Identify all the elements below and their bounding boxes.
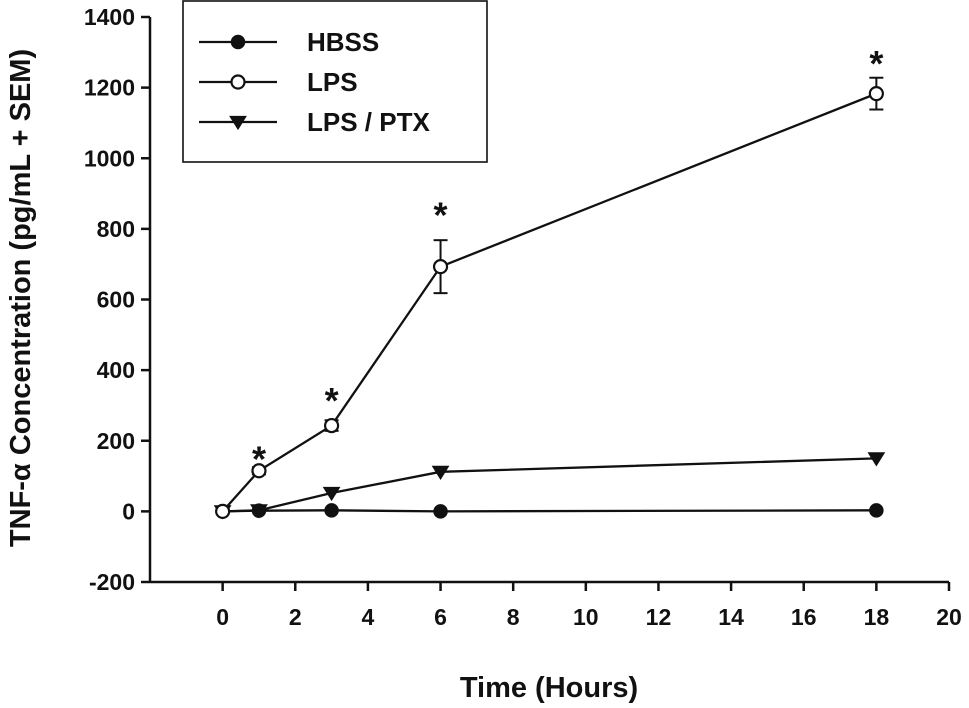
significance-marker: * — [252, 438, 266, 479]
legend-label: LPS — [307, 67, 358, 97]
y-tick-label: 200 — [97, 428, 135, 454]
series-line — [222, 509, 877, 513]
significance-marker: * — [434, 195, 448, 236]
legend-label: HBSS — [307, 27, 379, 57]
series-line — [222, 457, 877, 513]
legend-label: LPS / PTX — [307, 107, 430, 137]
x-tick-label: 20 — [936, 604, 962, 630]
data-point — [215, 503, 231, 519]
data-point — [431, 465, 450, 480]
data-point — [322, 486, 341, 502]
data-point — [868, 86, 884, 102]
x-tick-label: 12 — [646, 604, 672, 630]
data-point — [867, 452, 886, 467]
y-tick-label: 800 — [97, 216, 135, 242]
y-tick-label: 400 — [97, 357, 135, 383]
series-hbss — [215, 503, 884, 519]
x-tick-label: 14 — [718, 604, 744, 630]
y-tick-label: 600 — [97, 287, 135, 313]
x-tick-label: 8 — [507, 604, 520, 630]
x-tick-label: 16 — [791, 604, 817, 630]
x-axis-title: Time (Hours) — [460, 672, 638, 703]
legend-item: LPS / PTX — [199, 107, 430, 137]
data-point — [323, 417, 340, 434]
significance-marker: * — [869, 43, 883, 84]
legend-item: HBSS — [199, 27, 379, 57]
series-lps — [215, 76, 884, 519]
x-tick-label: 10 — [573, 604, 599, 630]
data-point — [432, 259, 449, 275]
legend: HBSS LPS LPS / PTX — [182, 0, 488, 163]
x-tick-label: 6 — [434, 604, 447, 630]
significance-marker: * — [325, 380, 339, 421]
x-tick-label: 4 — [362, 604, 375, 630]
y-tick-label: 1000 — [84, 145, 135, 171]
axes: -200 0 200 400 600 800 1000 1200 1400 0 2 4 6 8 10 12 14… — [84, 4, 962, 630]
data-point — [869, 503, 884, 518]
series-lps-ptx — [213, 452, 886, 520]
y-tick-label: 0 — [122, 498, 135, 524]
legend-marker — [230, 74, 246, 90]
legend-marker — [229, 115, 247, 131]
y-tick-label: 1200 — [84, 75, 135, 101]
data-point — [324, 503, 339, 518]
data-point — [433, 504, 448, 519]
annotations: * * * * — [252, 43, 883, 480]
y-axis-title: TNF-α Concentration (pg/mL + SEM) — [5, 49, 37, 547]
legend-marker — [230, 34, 246, 50]
legend-item: LPS — [199, 67, 358, 97]
series-layer — [213, 76, 886, 520]
data-point — [251, 463, 267, 479]
y-tick-label: -200 — [89, 569, 135, 595]
data-point — [251, 503, 267, 518]
x-tick-label: 18 — [864, 604, 890, 630]
y-tick-label: 1400 — [84, 4, 135, 30]
x-tick-label: 0 — [216, 604, 229, 630]
x-tick-label: 2 — [289, 604, 302, 630]
